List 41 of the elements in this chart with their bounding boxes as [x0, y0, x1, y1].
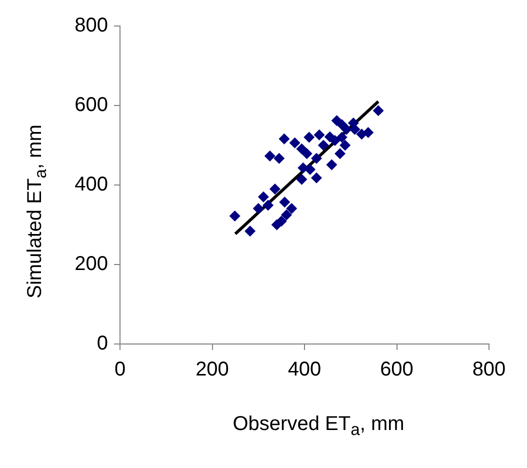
point [274, 152, 285, 164]
y-tick-label: 200 [74, 253, 108, 276]
y-tick-label: 600 [74, 94, 108, 116]
point [326, 159, 338, 170]
y-tick-label: 800 [74, 14, 108, 37]
point [318, 140, 329, 151]
x-tick-label: 400 [288, 358, 322, 381]
point [340, 124, 352, 135]
x-tick-label: 800 [472, 358, 506, 381]
y-tick-label: 400 [74, 174, 108, 196]
point [229, 210, 240, 222]
point [271, 219, 282, 230]
point [278, 133, 290, 144]
point [244, 226, 256, 237]
point [281, 209, 292, 220]
point [304, 164, 316, 175]
point [310, 152, 322, 164]
point [262, 200, 274, 211]
point [264, 150, 276, 162]
point [362, 127, 374, 138]
point [258, 191, 269, 202]
point [336, 132, 348, 143]
point [304, 132, 315, 143]
point [310, 172, 322, 184]
point [289, 137, 300, 148]
x-axis-title: Observed ET$_{a}$, mm [232, 413, 406, 440]
point [334, 148, 346, 160]
x-tick-label: 0 [114, 358, 126, 381]
point [296, 174, 308, 185]
point [252, 202, 264, 214]
point [279, 196, 290, 208]
point [340, 140, 351, 151]
y-tick-label: 0 [96, 332, 108, 355]
point [301, 148, 312, 160]
x-tick-label: 600 [380, 358, 414, 381]
point [286, 202, 298, 214]
point [372, 105, 384, 116]
point [314, 129, 325, 140]
point [269, 183, 280, 194]
point [329, 134, 340, 146]
x-tick-label: 200 [196, 358, 229, 381]
